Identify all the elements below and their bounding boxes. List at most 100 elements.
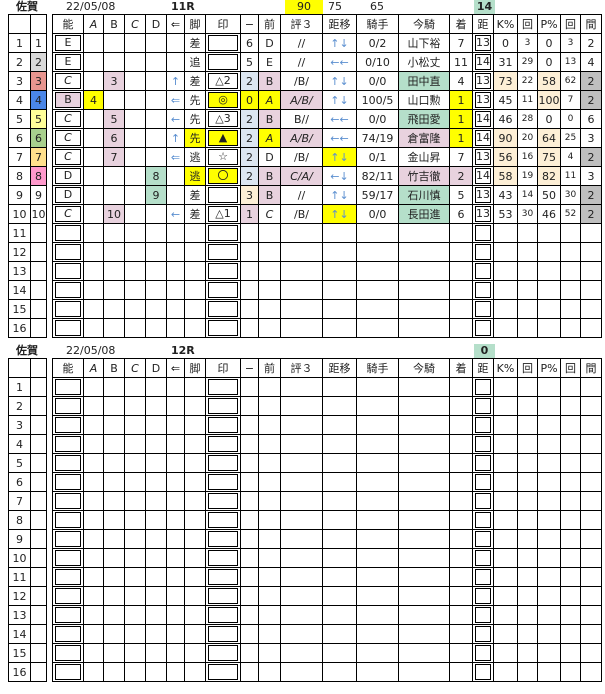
previous-cell	[258, 377, 281, 397]
table-row: 8 8 D 8 逃〇 2 B C/A/←↓ 82/11 竹吉徹 2 14 58 19 82 11 3	[8, 166, 602, 186]
ability-cell: C	[52, 128, 84, 148]
running-style-cell: 差	[184, 33, 206, 53]
ability-cell	[52, 261, 84, 281]
interval-cell	[580, 548, 602, 568]
p-count-cell: 13	[560, 52, 581, 72]
jockey-cell	[398, 299, 450, 319]
ability-cell	[52, 662, 84, 682]
mark-cell: △2	[205, 71, 241, 91]
col-a-cell	[83, 377, 104, 397]
previous-cell	[258, 491, 281, 511]
distance-move-cell	[322, 472, 357, 492]
running-style-cell	[184, 396, 206, 416]
column-header-p-count: 回	[560, 358, 581, 378]
arrow-cell: ←	[166, 109, 185, 129]
mark-box	[208, 474, 238, 490]
column-header-horse-number	[30, 14, 47, 34]
col-d-cell	[145, 147, 167, 167]
column-header-jockey-rate: 騎手	[356, 358, 399, 378]
p-count-cell	[560, 510, 581, 530]
rating3-cell	[280, 453, 323, 473]
arrow-cell	[166, 434, 185, 454]
p-percent-cell: 0	[537, 33, 561, 53]
rating3-cell	[280, 377, 323, 397]
race-header: 佐賀 22/05/08 12R 0	[8, 344, 602, 358]
distance-cell: 14	[472, 52, 494, 72]
column-header-distance: 距	[472, 358, 494, 378]
jockey-cell	[398, 529, 450, 549]
mark-box	[208, 531, 238, 547]
k-percent-cell	[493, 242, 518, 262]
distance-move-cell	[322, 223, 357, 243]
col-d-cell	[145, 662, 167, 682]
mark-box: △2	[208, 73, 238, 89]
distance-box	[475, 379, 491, 395]
column-header-col-c: C	[124, 14, 146, 34]
table-row: 12	[8, 242, 602, 262]
row-number-cell: 15	[8, 643, 31, 663]
jockey-cell	[398, 586, 450, 606]
jockey-rate-cell	[356, 318, 399, 338]
mark-box	[208, 588, 238, 604]
distance-move-cell: ↑↓	[322, 33, 357, 53]
minus-cell: 2	[240, 71, 259, 91]
k-count-cell: 19	[517, 166, 538, 186]
ability-box	[55, 493, 81, 509]
k-percent-cell: 90	[493, 128, 518, 148]
column-header-interval: 間	[580, 358, 602, 378]
column-header-interval: 間	[580, 14, 602, 34]
distance-box	[475, 588, 491, 604]
col-a-cell	[83, 52, 104, 72]
ability-box	[55, 455, 81, 471]
col-c-cell	[124, 299, 146, 319]
row-number-cell: 6	[8, 128, 31, 148]
col-a-cell	[83, 586, 104, 606]
ability-cell	[52, 491, 84, 511]
mark-cell	[205, 472, 241, 492]
jockey-rate-cell: 0/2	[356, 33, 399, 53]
k-percent-cell: 73	[493, 71, 518, 91]
horse-number-cell	[30, 280, 47, 300]
k-count-cell: 16	[517, 147, 538, 167]
jockey-cell: 倉富隆	[398, 128, 450, 148]
row-number-cell: 12	[8, 242, 31, 262]
horse-number-cell: 9	[30, 185, 47, 205]
jockey-rate-cell	[356, 472, 399, 492]
ability-box	[55, 645, 81, 661]
k-count-cell	[517, 529, 538, 549]
column-header-k-percent: K%	[493, 14, 518, 34]
col-b-cell	[103, 643, 125, 663]
jockey-cell	[398, 624, 450, 644]
running-style-cell	[184, 377, 206, 397]
col-b-cell	[103, 242, 125, 262]
mark-cell	[205, 491, 241, 511]
column-header-finish: 着	[449, 358, 473, 378]
distance-cell	[472, 605, 494, 625]
col-b-cell	[103, 185, 125, 205]
finish-cell	[449, 472, 473, 492]
distance-cell	[472, 261, 494, 281]
mark-box: 〇	[208, 168, 238, 184]
minus-cell: 0	[240, 90, 259, 110]
horse-number-cell	[30, 529, 47, 549]
p-count-cell	[560, 434, 581, 454]
table-row: 3 3 C 3 ↑ 差 △2 2 B/B/↑↓ 0/0 田中直 4 13 73 22 58 62 2	[8, 71, 602, 91]
k-count-cell	[517, 280, 538, 300]
k-percent-cell	[493, 318, 518, 338]
column-header-minus: −	[240, 14, 259, 34]
distance-box	[475, 417, 491, 433]
k-percent-cell	[493, 415, 518, 435]
interval-cell: 3	[580, 166, 602, 186]
row-number-cell: 8	[8, 166, 31, 186]
arrow-cell	[166, 396, 185, 416]
k-count-cell	[517, 605, 538, 625]
mark-cell	[205, 33, 241, 53]
k-percent-cell	[493, 223, 518, 243]
p-count-cell	[560, 299, 581, 319]
mark-box	[208, 54, 238, 70]
k-count-cell: 11	[517, 90, 538, 110]
arrow-cell	[166, 605, 185, 625]
distance-cell	[472, 548, 494, 568]
table-row: 9	[8, 529, 602, 549]
k-count-cell: 3	[517, 33, 538, 53]
